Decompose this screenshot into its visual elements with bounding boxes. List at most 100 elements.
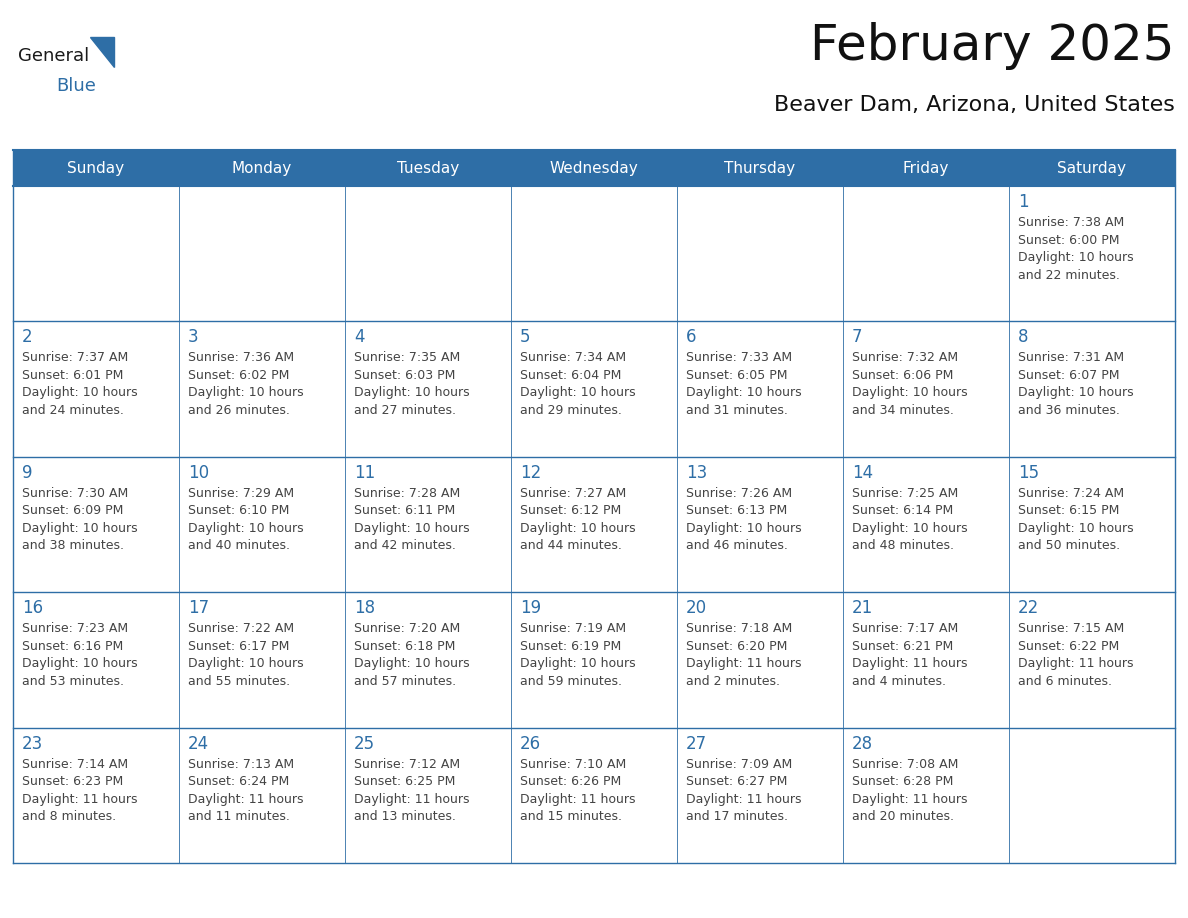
Bar <box>345 457 511 592</box>
Text: 14: 14 <box>852 464 873 482</box>
Text: Sunrise: 7:22 AM: Sunrise: 7:22 AM <box>188 622 295 635</box>
Text: Sunset: 6:18 PM: Sunset: 6:18 PM <box>354 640 455 653</box>
Text: Daylight: 11 hours: Daylight: 11 hours <box>188 792 303 806</box>
Text: and 2 minutes.: and 2 minutes. <box>685 675 781 688</box>
Text: Daylight: 11 hours: Daylight: 11 hours <box>520 792 636 806</box>
Text: Sunset: 6:09 PM: Sunset: 6:09 PM <box>23 504 124 518</box>
Text: Sunset: 6:06 PM: Sunset: 6:06 PM <box>852 369 954 382</box>
Bar <box>345 728 511 863</box>
Bar <box>1009 186 1175 321</box>
Text: 8: 8 <box>1018 329 1029 346</box>
Text: Sunrise: 7:36 AM: Sunrise: 7:36 AM <box>188 352 295 364</box>
Text: Sunset: 6:23 PM: Sunset: 6:23 PM <box>23 775 124 788</box>
Text: Sunset: 6:16 PM: Sunset: 6:16 PM <box>23 640 124 653</box>
Text: Sunset: 6:26 PM: Sunset: 6:26 PM <box>520 775 621 788</box>
Text: 19: 19 <box>520 599 541 617</box>
Text: and 59 minutes.: and 59 minutes. <box>520 675 623 688</box>
Bar <box>345 321 511 457</box>
Text: and 11 minutes.: and 11 minutes. <box>188 810 290 823</box>
Text: 24: 24 <box>188 734 209 753</box>
Bar <box>13 186 179 321</box>
Bar <box>1009 592 1175 728</box>
Text: and 4 minutes.: and 4 minutes. <box>852 675 946 688</box>
Text: Wednesday: Wednesday <box>550 161 638 175</box>
Text: Sunrise: 7:26 AM: Sunrise: 7:26 AM <box>685 487 792 499</box>
Text: Sunrise: 7:23 AM: Sunrise: 7:23 AM <box>23 622 128 635</box>
Bar <box>179 321 345 457</box>
Text: Daylight: 10 hours: Daylight: 10 hours <box>1018 521 1133 535</box>
Text: 2: 2 <box>23 329 32 346</box>
Text: and 15 minutes.: and 15 minutes. <box>520 810 623 823</box>
Text: and 29 minutes.: and 29 minutes. <box>520 404 621 417</box>
Bar <box>843 457 1009 592</box>
Bar <box>843 186 1009 321</box>
Text: Sunrise: 7:13 AM: Sunrise: 7:13 AM <box>188 757 295 770</box>
Text: Sunset: 6:21 PM: Sunset: 6:21 PM <box>852 640 953 653</box>
Text: and 27 minutes.: and 27 minutes. <box>354 404 456 417</box>
Text: and 13 minutes.: and 13 minutes. <box>354 810 456 823</box>
Text: and 50 minutes.: and 50 minutes. <box>1018 539 1120 553</box>
Text: Sunset: 6:12 PM: Sunset: 6:12 PM <box>520 504 621 518</box>
Text: Daylight: 10 hours: Daylight: 10 hours <box>685 386 802 399</box>
Text: Sunset: 6:05 PM: Sunset: 6:05 PM <box>685 369 788 382</box>
Text: Daylight: 10 hours: Daylight: 10 hours <box>852 386 967 399</box>
Text: Daylight: 10 hours: Daylight: 10 hours <box>354 386 469 399</box>
Bar <box>345 186 511 321</box>
Text: Daylight: 11 hours: Daylight: 11 hours <box>23 792 138 806</box>
Text: Sunset: 6:28 PM: Sunset: 6:28 PM <box>852 775 954 788</box>
Text: Beaver Dam, Arizona, United States: Beaver Dam, Arizona, United States <box>775 95 1175 115</box>
Text: Tuesday: Tuesday <box>397 161 459 175</box>
Text: and 8 minutes.: and 8 minutes. <box>23 810 116 823</box>
Text: 28: 28 <box>852 734 873 753</box>
Text: and 6 minutes.: and 6 minutes. <box>1018 675 1112 688</box>
Text: Daylight: 10 hours: Daylight: 10 hours <box>520 657 636 670</box>
Text: and 44 minutes.: and 44 minutes. <box>520 539 621 553</box>
Bar <box>13 457 179 592</box>
Bar <box>843 592 1009 728</box>
Text: Daylight: 10 hours: Daylight: 10 hours <box>852 521 967 535</box>
Bar <box>179 728 345 863</box>
Text: and 38 minutes.: and 38 minutes. <box>23 539 124 553</box>
Bar <box>677 728 843 863</box>
Bar <box>1009 321 1175 457</box>
Text: 21: 21 <box>852 599 873 617</box>
Bar <box>179 592 345 728</box>
Text: Sunset: 6:20 PM: Sunset: 6:20 PM <box>685 640 788 653</box>
Text: 16: 16 <box>23 599 43 617</box>
Text: and 22 minutes.: and 22 minutes. <box>1018 268 1120 282</box>
Text: and 57 minutes.: and 57 minutes. <box>354 675 456 688</box>
Text: Daylight: 11 hours: Daylight: 11 hours <box>354 792 469 806</box>
Text: Daylight: 11 hours: Daylight: 11 hours <box>685 792 802 806</box>
Text: 10: 10 <box>188 464 209 482</box>
Text: Sunrise: 7:09 AM: Sunrise: 7:09 AM <box>685 757 792 770</box>
Text: Sunset: 6:19 PM: Sunset: 6:19 PM <box>520 640 621 653</box>
Text: Sunrise: 7:12 AM: Sunrise: 7:12 AM <box>354 757 460 770</box>
Text: and 40 minutes.: and 40 minutes. <box>188 539 290 553</box>
Bar <box>179 457 345 592</box>
Bar <box>511 186 677 321</box>
Text: Saturday: Saturday <box>1057 161 1126 175</box>
Text: Daylight: 10 hours: Daylight: 10 hours <box>188 657 304 670</box>
Text: and 24 minutes.: and 24 minutes. <box>23 404 124 417</box>
Bar <box>677 592 843 728</box>
Bar <box>179 186 345 321</box>
Text: 18: 18 <box>354 599 375 617</box>
Text: Daylight: 10 hours: Daylight: 10 hours <box>23 657 138 670</box>
Text: Sunrise: 7:37 AM: Sunrise: 7:37 AM <box>23 352 128 364</box>
Bar <box>677 457 843 592</box>
Text: Sunset: 6:00 PM: Sunset: 6:00 PM <box>1018 233 1119 247</box>
Text: Sunrise: 7:18 AM: Sunrise: 7:18 AM <box>685 622 792 635</box>
Bar <box>13 592 179 728</box>
Text: Sunset: 6:24 PM: Sunset: 6:24 PM <box>188 775 289 788</box>
Bar <box>13 728 179 863</box>
Text: Thursday: Thursday <box>725 161 796 175</box>
Bar <box>1009 728 1175 863</box>
Text: 3: 3 <box>188 329 198 346</box>
Text: Sunset: 6:07 PM: Sunset: 6:07 PM <box>1018 369 1119 382</box>
Bar <box>677 321 843 457</box>
Text: Sunrise: 7:30 AM: Sunrise: 7:30 AM <box>23 487 128 499</box>
Text: Monday: Monday <box>232 161 292 175</box>
Text: and 36 minutes.: and 36 minutes. <box>1018 404 1120 417</box>
Text: 15: 15 <box>1018 464 1040 482</box>
Text: and 34 minutes.: and 34 minutes. <box>852 404 954 417</box>
